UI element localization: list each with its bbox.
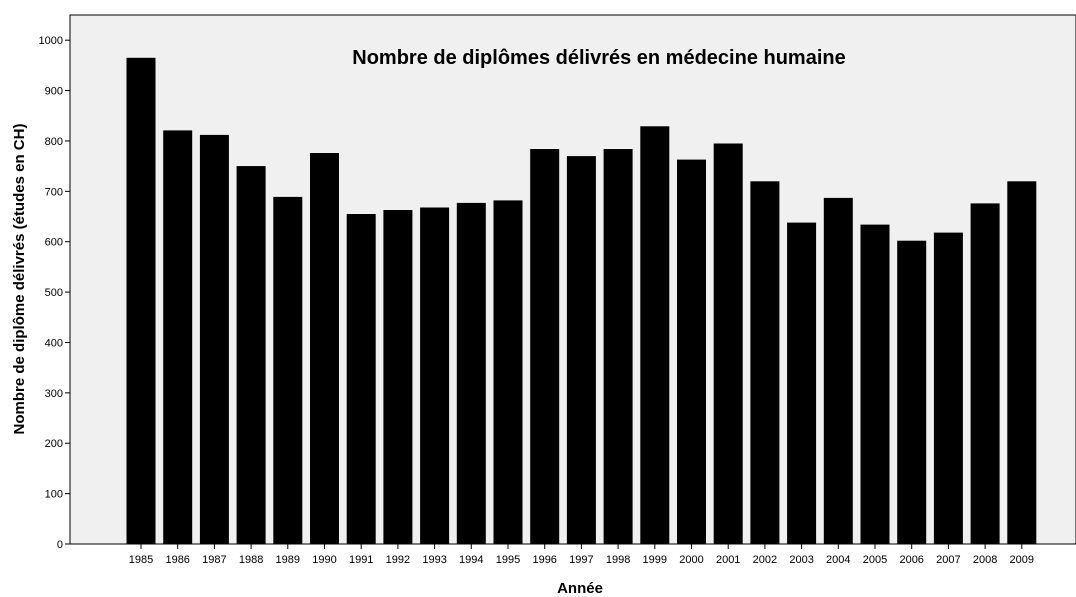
x-tick-label: 1992 <box>386 554 410 566</box>
bar-1995 <box>493 200 523 544</box>
x-tick-label: 1989 <box>276 554 300 566</box>
bars <box>126 57 1037 545</box>
bar-2006 <box>897 240 927 544</box>
bar-2001 <box>713 143 743 544</box>
bar-1989 <box>273 196 303 544</box>
bar-1993 <box>420 207 450 544</box>
x-tick-label: 1991 <box>349 554 373 566</box>
x-tick-label: 2007 <box>936 554 960 566</box>
y-axis-ticks: 0 100 200 300 400 500 600 700 800 900 1000 <box>39 35 70 551</box>
x-tick-label: 1997 <box>569 554 593 566</box>
bar-1991 <box>346 214 376 544</box>
bar-2004 <box>823 197 853 544</box>
bar-1998 <box>603 149 633 544</box>
y-tick-label: 200 <box>45 438 63 450</box>
x-axis-ticks: 1985 1986 1987 1988 1989 1990 1991 1992 1993 1994… <box>129 544 1034 566</box>
x-tick-label: 1986 <box>165 554 189 566</box>
x-axis-title: Année <box>557 580 603 597</box>
x-tick-label: 2000 <box>679 554 703 566</box>
bar-2002 <box>750 181 780 545</box>
bar-1986 <box>163 130 193 544</box>
bar-1992 <box>383 210 413 544</box>
y-tick-label: 500 <box>45 287 63 299</box>
bar-2007 <box>933 232 963 544</box>
x-tick-label: 1995 <box>496 554 520 566</box>
bar-1990 <box>310 153 339 544</box>
x-tick-label: 2005 <box>863 554 887 566</box>
bar-1985 <box>126 57 156 545</box>
bar-2009 <box>1007 181 1037 545</box>
bar-2003 <box>787 222 817 544</box>
x-tick-label: 1998 <box>606 554 630 566</box>
y-tick-label: 0 <box>57 539 63 551</box>
x-tick-label: 2008 <box>973 554 997 566</box>
x-tick-label: 1990 <box>312 554 336 566</box>
y-tick-label: 1000 <box>39 35 63 47</box>
bar-1997 <box>566 156 596 544</box>
chart-title: Nombre de diplômes délivrés en médecine … <box>352 47 846 69</box>
bar-2008 <box>970 203 1000 544</box>
bar-2005 <box>860 224 890 544</box>
x-tick-label: 2004 <box>826 554 850 566</box>
x-tick-label: 1994 <box>459 554 483 566</box>
y-tick-label: 100 <box>45 489 63 501</box>
x-tick-label: 2003 <box>789 554 813 566</box>
bar-1994 <box>456 202 486 544</box>
x-tick-label: 1985 <box>129 554 153 566</box>
x-tick-label: 2001 <box>716 554 740 566</box>
bar-1987 <box>199 134 229 544</box>
bar-1999 <box>640 126 670 545</box>
x-tick-label: 1993 <box>422 554 446 566</box>
y-tick-label: 700 <box>45 186 63 198</box>
x-tick-label: 2009 <box>1010 554 1034 566</box>
x-tick-label: 1999 <box>643 554 667 566</box>
y-axis-title: Nombre de diplôme délivrés (études en CH… <box>11 124 28 435</box>
x-tick-label: 2006 <box>899 554 923 566</box>
bar-1996 <box>530 149 560 544</box>
y-tick-label: 900 <box>45 86 63 98</box>
x-tick-label: 1988 <box>239 554 263 566</box>
y-tick-label: 400 <box>45 337 63 349</box>
bar-2000 <box>677 159 706 544</box>
y-tick-label: 800 <box>45 136 63 148</box>
x-tick-label: 2002 <box>753 554 777 566</box>
x-tick-label: 1996 <box>532 554 556 566</box>
y-tick-label: 600 <box>45 237 63 249</box>
x-tick-label: 1987 <box>202 554 226 566</box>
bar-1988 <box>236 166 266 544</box>
y-tick-label: 300 <box>45 388 63 400</box>
